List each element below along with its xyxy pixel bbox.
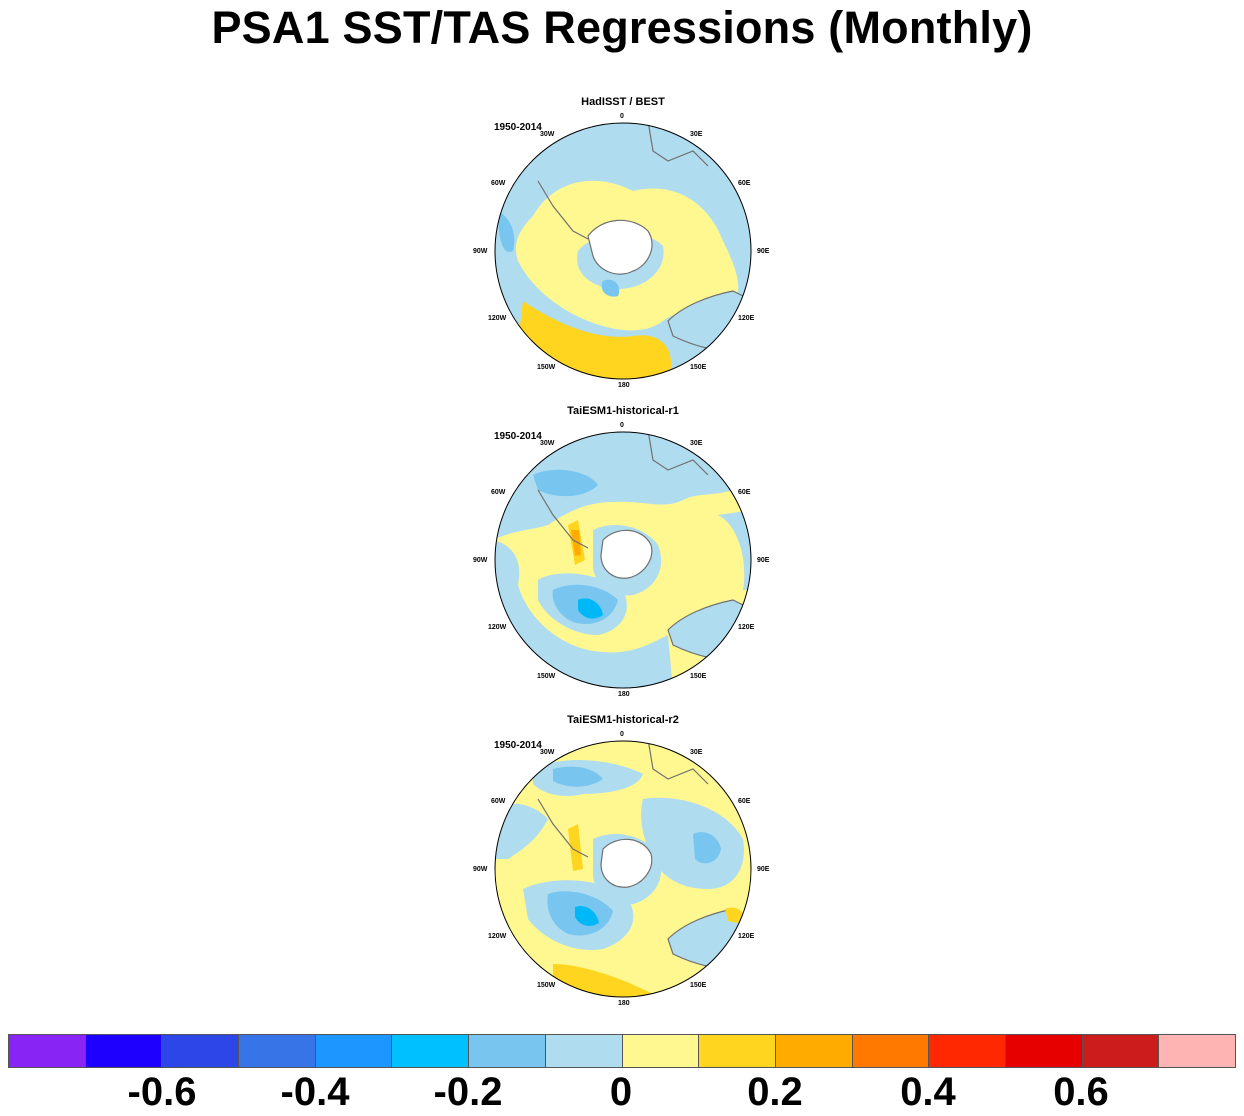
negative-anomaly-region — [533, 469, 598, 497]
panel-period: 1950-2014 — [494, 122, 542, 133]
colorbar-tick-label: -0.6 — [127, 1070, 197, 1114]
colorbar-box — [162, 1035, 240, 1067]
lon-label: 90E — [757, 557, 770, 564]
lon-label: 180 — [618, 691, 630, 698]
lon-label: 60E — [738, 798, 751, 805]
lon-label: 180 — [618, 382, 630, 389]
landmass — [647, 123, 709, 167]
lon-label: 60E — [738, 180, 751, 187]
positive-anomaly-region — [571, 530, 581, 556]
negative-anomaly-region — [693, 832, 721, 864]
landmass — [537, 798, 589, 858]
landmass — [600, 529, 653, 579]
lon-label: 90E — [757, 866, 770, 873]
panel-title: TaiESM1-historical-r1 — [567, 405, 679, 417]
lon-label: 150W — [537, 982, 556, 989]
landmass — [647, 432, 709, 476]
negative-anomaly-region — [641, 797, 744, 889]
landmass — [587, 219, 653, 275]
lon-label: 30E — [690, 131, 703, 138]
panel-period: 1950-2014 — [494, 431, 542, 442]
lon-label: 30W — [540, 749, 555, 756]
lon-label: 150W — [537, 364, 556, 371]
lon-label: 60W — [491, 798, 506, 805]
negative-anomaly-region — [578, 598, 603, 619]
lon-label: 90E — [757, 248, 770, 255]
colorbar-box — [1082, 1035, 1160, 1067]
colorbar-box — [9, 1035, 86, 1067]
colorbar-tick-label: 0 — [609, 1070, 633, 1114]
lon-label: 90W — [473, 248, 488, 255]
negative-anomaly-region — [575, 905, 599, 926]
lon-label: 150E — [690, 982, 707, 989]
colorbar-box — [699, 1035, 776, 1067]
lon-label: 120W — [488, 933, 507, 940]
colorbar-box — [852, 1035, 930, 1067]
colorbar-tick-label: -0.2 — [433, 1070, 503, 1114]
colorbar-box — [469, 1035, 546, 1067]
colorbar-tick-label: 0.2 — [747, 1070, 803, 1114]
lon-label: 90W — [473, 866, 488, 873]
negative-anomaly-region — [495, 540, 673, 688]
landmass — [537, 489, 589, 549]
panel-title: HadISST / BEST — [581, 96, 665, 108]
lon-label: 120E — [738, 933, 755, 940]
negative-anomaly-region — [553, 766, 603, 787]
positive-anomaly-region — [568, 824, 583, 871]
colorbar-tick-label: -0.4 — [280, 1070, 350, 1114]
landmass — [647, 741, 709, 785]
negative-anomaly-region — [495, 432, 751, 540]
colorbar-box — [545, 1035, 623, 1067]
lon-label: 0 — [620, 731, 624, 738]
lon-label: 120E — [738, 624, 755, 631]
negative-anomaly-region — [601, 279, 620, 297]
landmass — [600, 838, 653, 888]
negative-anomaly-region — [495, 803, 548, 859]
lon-label: 0 — [620, 422, 624, 429]
colorbar-box — [622, 1035, 700, 1067]
lon-label: 30W — [540, 440, 555, 447]
lon-label: 120W — [488, 315, 507, 322]
colorbar-tick-label: 0.4 — [900, 1070, 956, 1114]
colorbar-box — [1159, 1035, 1235, 1067]
panel-period: 1950-2014 — [494, 740, 542, 751]
colorbar-box — [392, 1035, 470, 1067]
lon-label: 150E — [690, 364, 707, 371]
positive-anomaly-region — [725, 907, 745, 924]
lon-label: 120W — [488, 624, 507, 631]
lon-label: 120E — [738, 315, 755, 322]
colorbar-box — [929, 1035, 1006, 1067]
lon-label: 60W — [491, 180, 506, 187]
lon-label: 60E — [738, 489, 751, 496]
polar-map — [494, 431, 752, 689]
panel-title: TaiESM1-historical-r2 — [567, 714, 679, 726]
colorbar-box — [315, 1035, 393, 1067]
lon-label: 150E — [690, 673, 707, 680]
colorbar-box — [239, 1035, 316, 1067]
polar-map — [494, 740, 752, 998]
landmass — [537, 180, 589, 240]
lon-label: 30E — [690, 440, 703, 447]
lon-label: 0 — [620, 113, 624, 120]
colorbar-tick-label: 0.6 — [1053, 1070, 1109, 1114]
lon-label: 30E — [690, 749, 703, 756]
figure-title: PSA1 SST/TAS Regressions (Monthly) — [211, 2, 1033, 53]
negative-anomaly-region — [498, 211, 515, 252]
lon-label: 150W — [537, 673, 556, 680]
lon-label: 180 — [618, 1000, 630, 1007]
lon-label: 60W — [491, 489, 506, 496]
lon-label: 90W — [473, 557, 488, 564]
negative-anomaly-region — [718, 510, 751, 590]
colorbar-box — [85, 1035, 163, 1067]
colorbar-box — [775, 1035, 853, 1067]
colorbar-box — [1005, 1035, 1083, 1067]
colorbar — [8, 1034, 1236, 1068]
lon-label: 30W — [540, 131, 555, 138]
polar-map — [494, 122, 752, 380]
